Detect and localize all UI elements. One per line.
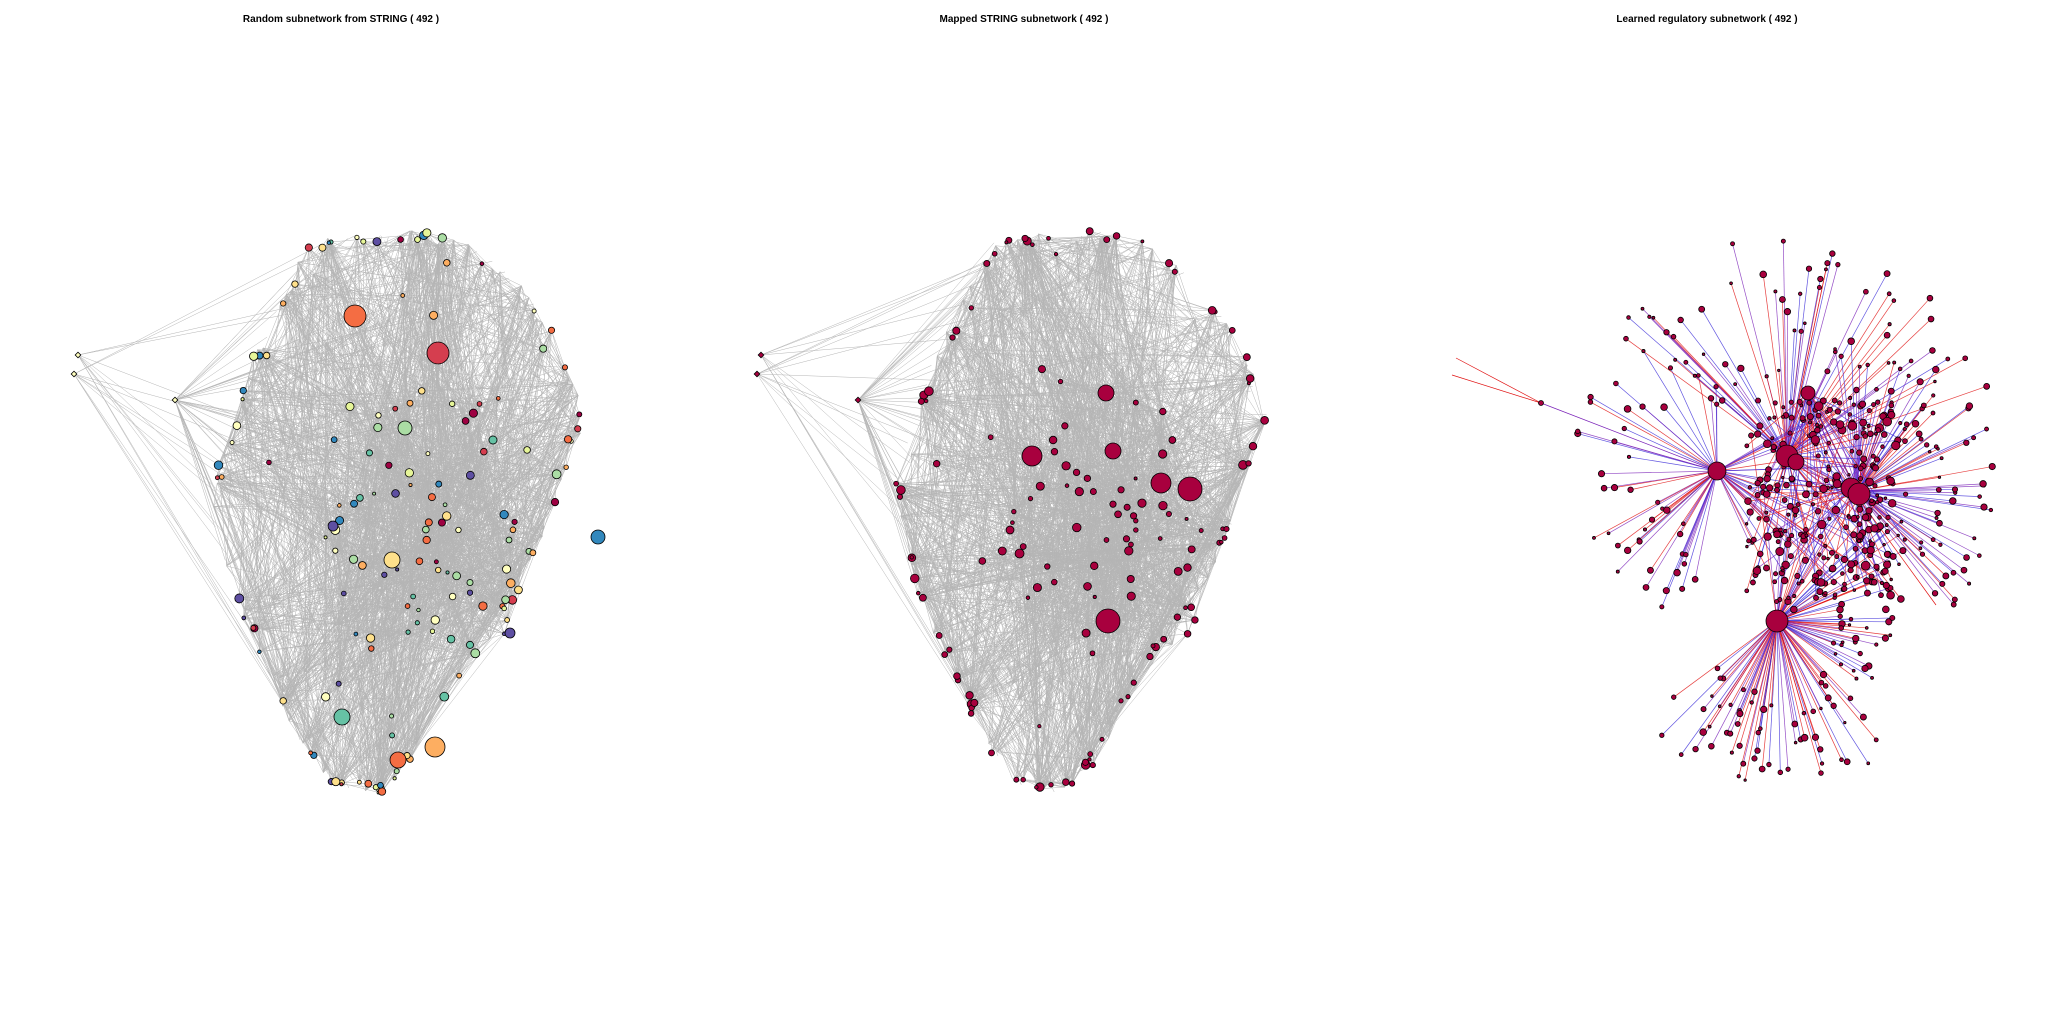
edges [1451,241,1993,781]
nodes [753,227,1269,792]
nodes [70,228,606,796]
panel-title: Learned regulatory subnetwork ( 492 ) [1616,14,1798,25]
network-graph-random [70,228,606,796]
panel-title: Mapped STRING subnetwork ( 492 ) [939,14,1109,25]
network-graph-mapped [753,227,1269,793]
panel-learned: Learned regulatory subnetwork ( 492 ) [1366,0,2048,1024]
edges [73,230,581,793]
panel-mapped: Mapped STRING subnetwork ( 492 ) [683,0,1365,1024]
network-graph-learned [1451,238,1996,782]
panel-random: Random subnetwork from STRING ( 492 ) [0,0,682,1024]
nodes [1538,238,1996,782]
panel-title: Random subnetwork from STRING ( 492 ) [242,14,440,25]
edges [756,230,1267,793]
